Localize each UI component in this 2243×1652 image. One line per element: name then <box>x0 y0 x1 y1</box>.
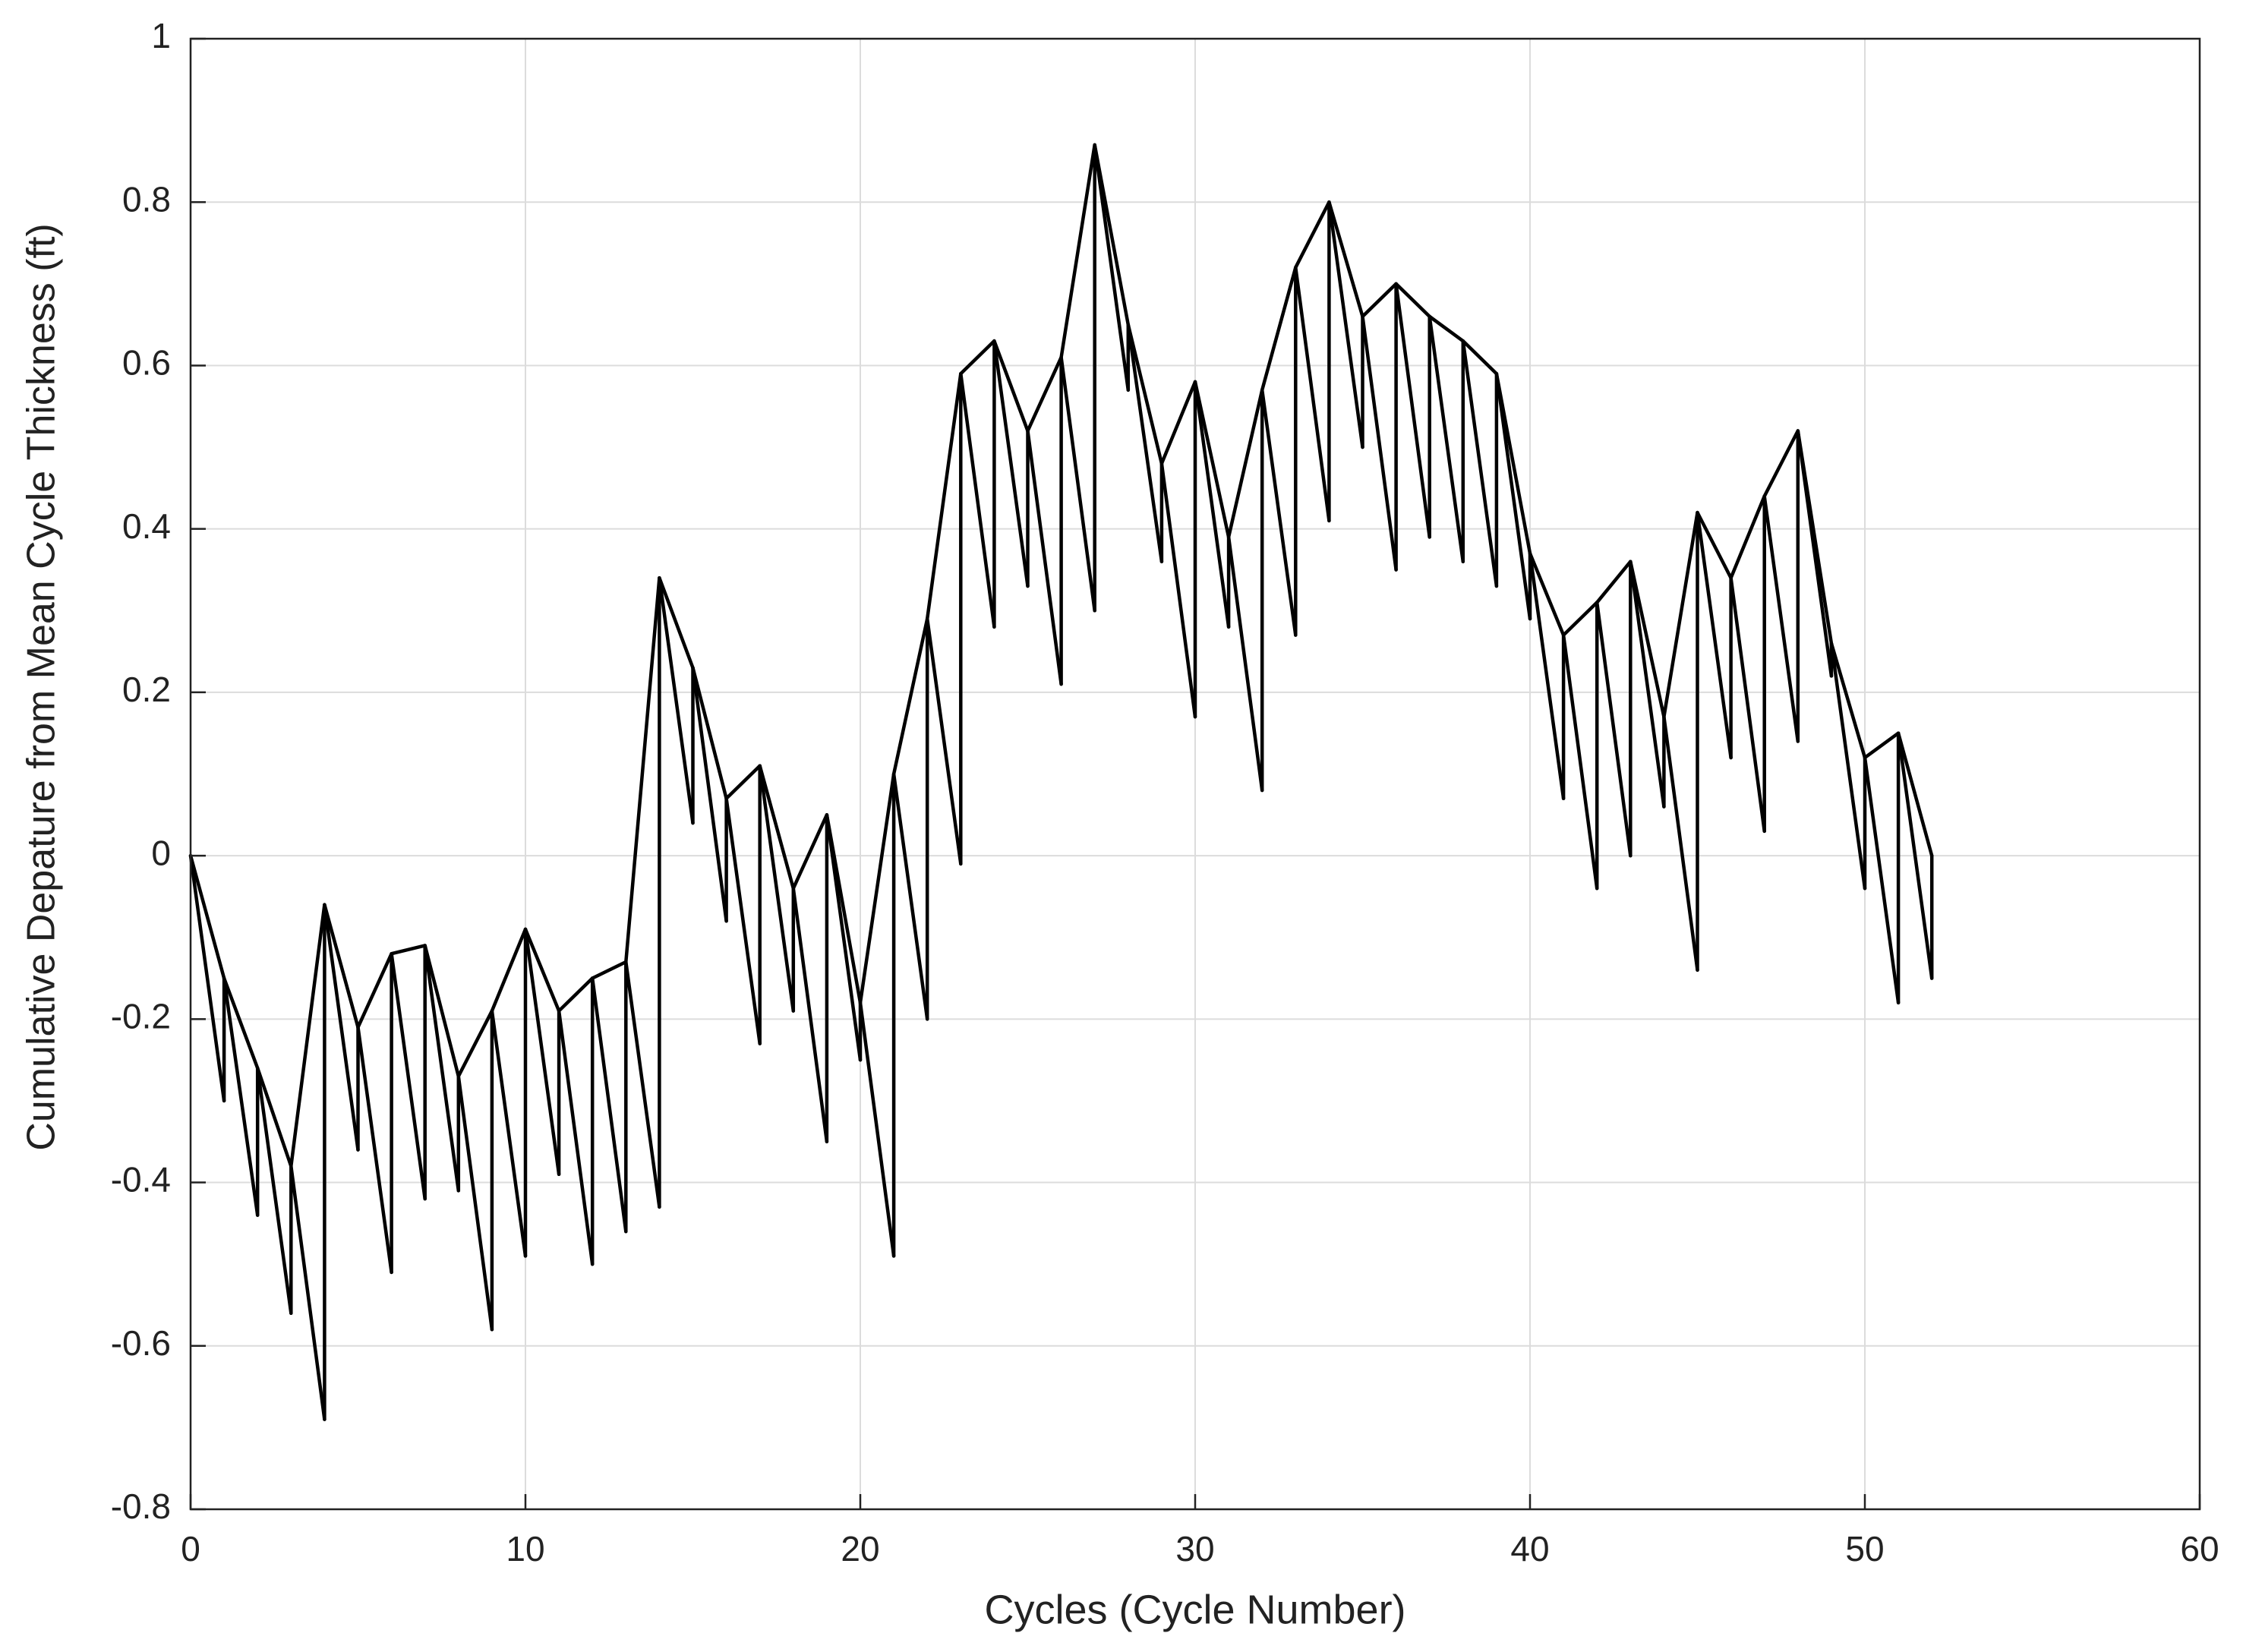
decline-segment <box>1461 339 1499 588</box>
decline-segment <box>1762 494 1800 743</box>
decline-segment <box>456 1074 494 1332</box>
decline-segment <box>1561 633 1599 891</box>
decline-segment <box>1896 731 1934 980</box>
decline-segment <box>1126 323 1164 563</box>
decline-segment <box>1294 266 1331 523</box>
y-tick-label: 1 <box>151 16 171 55</box>
decline-segment <box>724 796 762 1045</box>
decline-segment <box>1494 371 1532 621</box>
decline-segment <box>1595 601 1633 858</box>
decline-segment <box>658 575 695 825</box>
decline-segment <box>356 1025 393 1275</box>
decline-segment <box>925 616 963 866</box>
decline-segment <box>1829 642 1867 891</box>
decline-segment <box>523 927 561 1177</box>
decline-segment <box>590 976 628 1234</box>
decline-segment <box>557 1009 595 1266</box>
decline-segment <box>1093 143 1131 392</box>
decline-segment <box>791 886 829 1143</box>
decline-segment <box>624 960 661 1209</box>
y-tick-label: -0.8 <box>111 1486 171 1526</box>
decline-segment <box>1361 314 1398 572</box>
decline-segment <box>1428 314 1465 563</box>
y-axis-label: Cumulative Depature from Mean Cycle Thic… <box>20 223 64 1150</box>
decline-segment <box>323 903 360 1152</box>
x-tick-label: 30 <box>1175 1529 1214 1568</box>
decline-segment <box>959 371 996 629</box>
y-tick-label: 0.6 <box>122 343 171 383</box>
x-tick-label: 0 <box>181 1529 200 1568</box>
decline-segment <box>255 1066 293 1315</box>
x-tick-label: 40 <box>1510 1529 1549 1568</box>
decline-segment <box>1863 755 1901 1005</box>
decline-segment <box>1729 575 1766 834</box>
decline-segment <box>758 764 796 1013</box>
decline-segment <box>1629 560 1666 809</box>
decline-segment <box>188 853 226 1103</box>
plot-data <box>188 143 1934 1421</box>
decline-segment <box>891 772 929 1021</box>
decline-segment <box>1026 429 1063 686</box>
decline-segment <box>423 944 461 1193</box>
decline-segment <box>858 1001 896 1258</box>
decline-segment <box>1226 535 1264 793</box>
decline-segment <box>490 1009 528 1258</box>
y-tick-label: -0.4 <box>111 1160 171 1200</box>
y-tick-label: -0.6 <box>111 1323 171 1363</box>
decline-segment <box>1260 388 1298 637</box>
decline-segment <box>992 339 1030 588</box>
y-tick-label: -0.2 <box>111 996 171 1036</box>
decline-segment <box>289 1164 327 1421</box>
decline-segment <box>1394 282 1431 539</box>
decline-segment <box>1662 714 1699 973</box>
top-line <box>188 143 1934 1168</box>
x-tick-label: 60 <box>2180 1529 2219 1568</box>
y-tick-label: 0 <box>151 833 171 872</box>
x-tick-label: 10 <box>506 1529 544 1568</box>
y-tick-label: 0.8 <box>122 179 171 219</box>
x-tick-label: 50 <box>1845 1529 1884 1568</box>
decline-segment <box>1327 200 1364 449</box>
decline-segment <box>1193 380 1231 629</box>
x-tick-label: 20 <box>841 1529 879 1568</box>
decline-segment <box>1159 462 1197 719</box>
x-axis-label: Cycles (Cycle Number) <box>984 1587 1405 1632</box>
decline-segment <box>1059 355 1096 613</box>
y-tick-label: 0.2 <box>122 670 171 709</box>
decline-segment <box>1528 551 1566 801</box>
decline-segment <box>222 976 260 1217</box>
decline-segment <box>390 951 427 1201</box>
decline-segment <box>1696 510 1733 760</box>
y-tick-label: 0.4 <box>122 506 171 546</box>
decline-segment <box>691 666 728 923</box>
